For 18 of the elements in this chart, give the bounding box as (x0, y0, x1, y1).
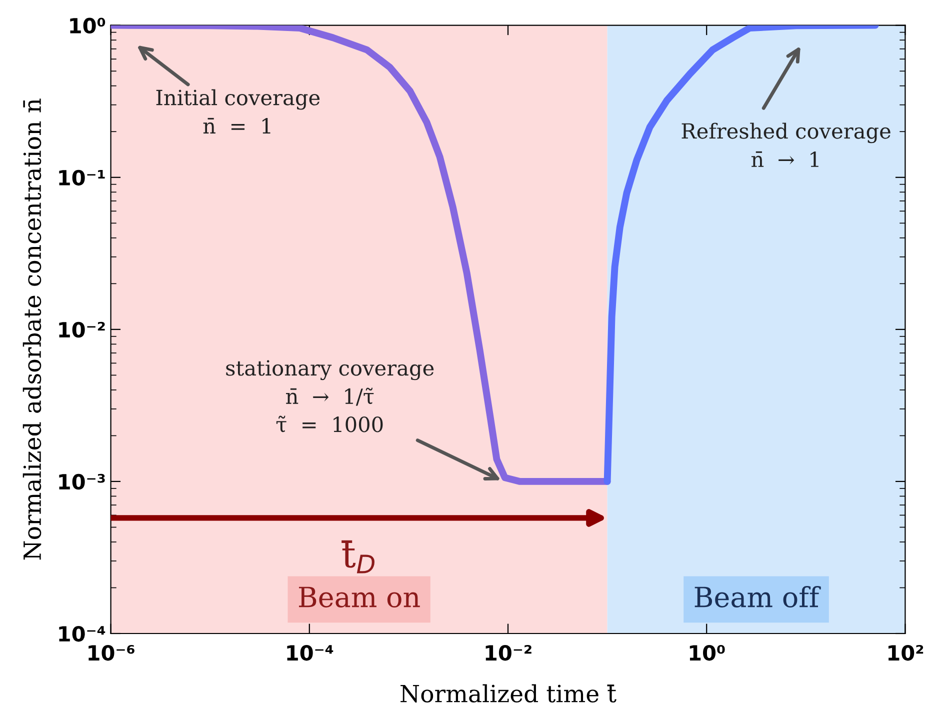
y-tick-label: 10⁻² (59, 322, 105, 338)
x-tick-label: 10⁻² (486, 644, 532, 661)
annotation: stationary coverage n̄ → 1/τ̃ τ̃ = 1000 (226, 360, 434, 432)
x-tick-label: 10⁻⁶ (88, 644, 134, 661)
annotation: Initial coverage n̄ = 1 (156, 89, 320, 134)
x-tick-label: 10² (888, 644, 924, 661)
y-tick-label: 10⁻³ (59, 474, 105, 490)
y-tick-label: 10⁻¹ (59, 170, 105, 186)
annotation: t̄$_{D}$ (342, 540, 374, 574)
annotation: Refreshed coverage n̄ → 1 (682, 122, 890, 167)
x-tick-label: 10⁰ (690, 644, 725, 661)
y-tick-label: 10⁻⁴ (59, 626, 106, 642)
band-label: Beam on (298, 586, 420, 608)
x-axis-title: Normalized time t̄ (400, 684, 616, 702)
y-axis-title: Normalized adsorbate concentration n̄ (22, 98, 42, 560)
y-tick-label: 10⁰ (70, 18, 106, 34)
band-label: Beam off (694, 586, 821, 608)
x-tick-label: 10⁻⁴ (287, 644, 334, 661)
